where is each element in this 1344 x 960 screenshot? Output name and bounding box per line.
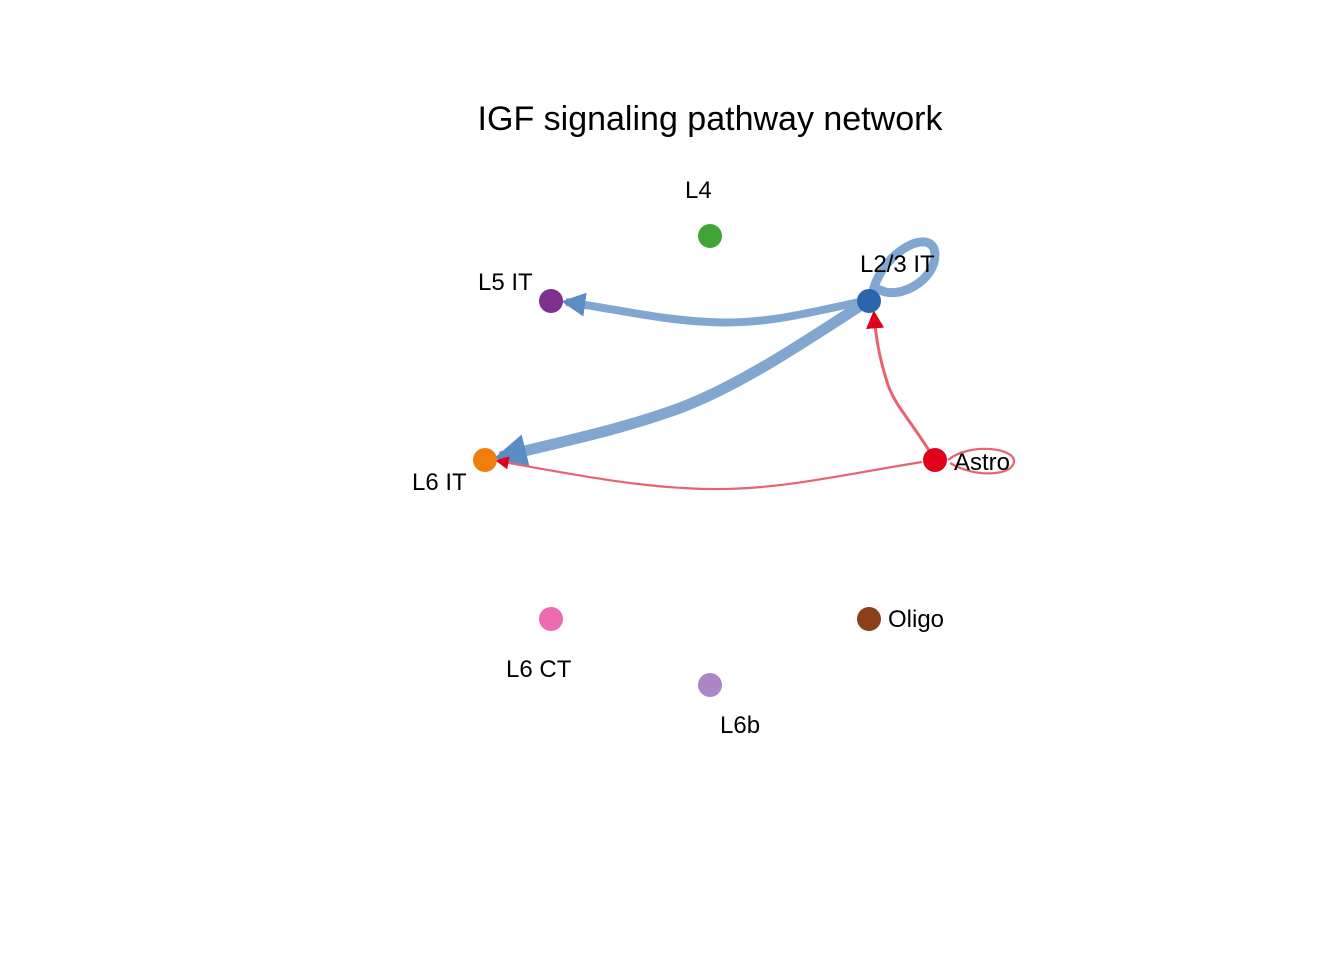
labels-layer: L4 L2/3 IT L5 IT L6 IT Astro Oligo L6 CT… (412, 177, 1010, 739)
nodes-layer (473, 224, 947, 697)
label-l23it: L2/3 IT (860, 251, 935, 278)
edge-l23it-to-l23it (867, 237, 940, 301)
node-l5it (539, 289, 563, 313)
label-l6ct: L6 CT (506, 656, 572, 683)
label-l5it: L5 IT (478, 269, 533, 296)
node-l6ct (539, 607, 563, 631)
edge-astro-to-astro (947, 447, 1016, 475)
node-l23it (857, 289, 881, 313)
node-l6b (698, 673, 722, 697)
edge-l23it-to-l5it (561, 292, 869, 327)
edge-astro-to-l23it (866, 310, 932, 453)
edges-layer (493, 237, 1016, 491)
label-l6b: L6b (720, 712, 760, 739)
node-l6it (473, 448, 497, 472)
edge-l23it-to-l6it (493, 297, 870, 467)
node-oligo (857, 607, 881, 631)
edge-astro-to-l6it (495, 456, 923, 491)
label-astro: Astro (954, 449, 1010, 476)
label-oligo: Oligo (888, 606, 944, 633)
label-l6it: L6 IT (412, 469, 467, 496)
label-l4: L4 (685, 177, 712, 204)
node-astro (923, 448, 947, 472)
diagram-title: IGF signaling pathway network (477, 100, 943, 138)
node-l4 (698, 224, 722, 248)
